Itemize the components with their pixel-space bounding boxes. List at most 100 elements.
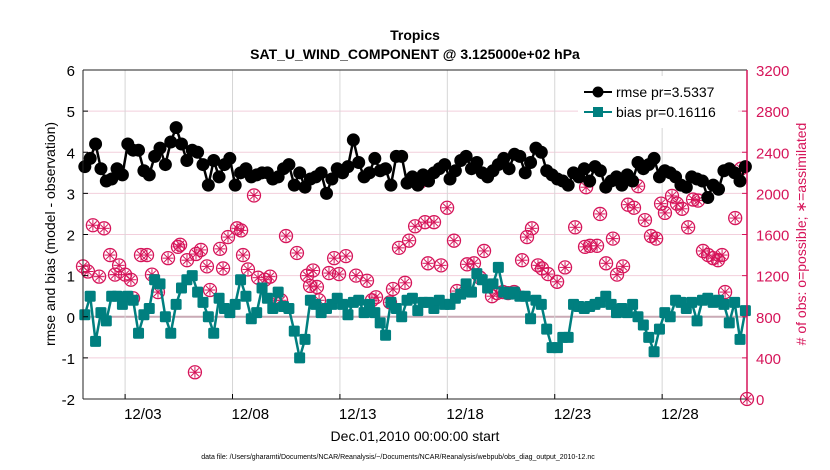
y2-tick-label: 1200 <box>756 269 789 286</box>
rmse-point <box>164 135 178 149</box>
obs-count-marker <box>338 248 354 264</box>
obs-assimilated-asterisk <box>351 271 361 280</box>
rmse-point <box>524 156 538 170</box>
obs-assimilated-asterisk <box>601 259 611 268</box>
obs-possible-circle <box>657 205 673 221</box>
obs-assimilated-asterisk <box>410 222 420 231</box>
rmse-point <box>132 143 146 157</box>
rmse-point <box>346 133 360 147</box>
obs-assimilated-asterisk <box>717 250 727 260</box>
obs-possible-circle <box>589 238 605 253</box>
y2-tick-label: 3200 <box>756 63 789 80</box>
obs-assimilated-asterisk <box>99 224 109 233</box>
obs-possible-circle <box>524 221 540 236</box>
obs-count-marker <box>111 258 127 273</box>
obs-count-marker <box>91 269 107 284</box>
obs-possible-circle <box>626 200 642 215</box>
bias-point <box>100 315 112 327</box>
obs-possible-circle <box>476 243 492 259</box>
obs-assimilated-asterisk <box>608 234 618 243</box>
obs-possible-circle <box>728 210 743 226</box>
obs-possible-circle <box>714 247 730 263</box>
y2-tick-label: 1600 <box>756 228 789 245</box>
rmse-point <box>314 166 328 180</box>
rmse-point <box>362 166 376 180</box>
obs-assimilated-asterisk <box>633 181 643 191</box>
obs-assimilated-asterisk <box>329 253 339 263</box>
obs-possible-circle <box>407 219 423 234</box>
bias-point <box>192 286 204 298</box>
obs-possible-circle <box>710 253 726 268</box>
bias-point <box>729 296 741 308</box>
obs-assimilated-asterisk <box>249 191 259 200</box>
series-layer <box>75 121 755 407</box>
bias-point <box>197 296 209 308</box>
obs-count-marker <box>407 219 423 234</box>
x-tick-label: 12/23 <box>554 406 592 423</box>
bias-point <box>342 309 354 321</box>
obs-possible-circle <box>446 233 462 248</box>
obs-possible-circle <box>246 188 262 203</box>
data-file-footnote: data file: /Users/gharamti/Documents/NCA… <box>201 454 595 461</box>
rmse-point <box>502 162 516 176</box>
obs-count-marker <box>385 281 401 297</box>
y-axis-label: rmse and bias (model - observation) <box>42 122 58 346</box>
bias-point <box>525 313 537 325</box>
obs-count-marker <box>193 242 209 258</box>
obs-assimilated-asterisk <box>527 224 537 233</box>
x-tick-label: 12/13 <box>339 406 377 423</box>
bias-point <box>299 333 311 345</box>
obs-count-marker <box>235 247 251 263</box>
rmse-point <box>615 178 629 192</box>
obs-assimilated-asterisk <box>362 276 372 286</box>
obs-count-marker <box>220 229 236 245</box>
obs-count-marker <box>401 233 417 248</box>
y2-axis-label: # of obs: o=possible; ∗=assimilated <box>793 123 809 346</box>
y2-tick-label: 0 <box>756 392 764 409</box>
obs-assimilated-asterisk <box>302 271 312 280</box>
rmse-point <box>223 151 237 165</box>
obs-count-marker <box>240 262 256 277</box>
obs-possible-circle <box>401 233 417 248</box>
obs-possible-circle <box>637 212 653 228</box>
obs-count-marker <box>567 220 583 235</box>
obs-count-marker <box>669 196 685 211</box>
y2-tick-label: 2000 <box>756 186 789 203</box>
obs-assimilated-asterisk <box>469 259 479 268</box>
obs-assimilated-asterisk <box>265 272 275 281</box>
bias-point <box>127 294 139 306</box>
obs-count-marker <box>637 212 653 228</box>
rmse-point <box>293 166 307 180</box>
bias-point <box>739 305 751 317</box>
rmse-point <box>395 149 409 163</box>
obs-assimilated-asterisk <box>730 213 740 223</box>
obs-assimilated-asterisk <box>324 268 334 278</box>
obs-assimilated-asterisk <box>223 232 233 242</box>
bias-point <box>251 307 263 319</box>
bias-point <box>79 309 91 321</box>
obs-possible-circle <box>331 266 347 282</box>
obs-assimilated-asterisk <box>423 259 433 268</box>
obs-assimilated-asterisk <box>651 234 661 243</box>
y-tick-label: 3 <box>67 186 75 203</box>
obs-count-marker <box>326 250 342 266</box>
obs-count-marker <box>215 261 231 276</box>
obs-assimilated-asterisk <box>592 241 602 251</box>
obs-count-marker <box>179 253 195 268</box>
bias-point <box>492 261 504 273</box>
y-tick-label: 6 <box>67 63 75 80</box>
rmse-point <box>287 178 301 192</box>
bias-point <box>202 311 214 323</box>
obs-possible-circle <box>139 247 155 263</box>
obs-count-marker <box>549 274 565 289</box>
x-tick-label: 12/03 <box>124 406 162 423</box>
bias-point <box>261 292 273 304</box>
legend-bias-marker <box>593 107 603 117</box>
obs-possible-circle <box>592 206 608 222</box>
obs-assimilated-asterisk <box>543 269 553 279</box>
obs-assimilated-asterisk <box>693 196 703 205</box>
obs-possible-circle <box>653 196 669 211</box>
bias-point <box>406 292 418 304</box>
obs-possible-circle <box>368 290 384 305</box>
